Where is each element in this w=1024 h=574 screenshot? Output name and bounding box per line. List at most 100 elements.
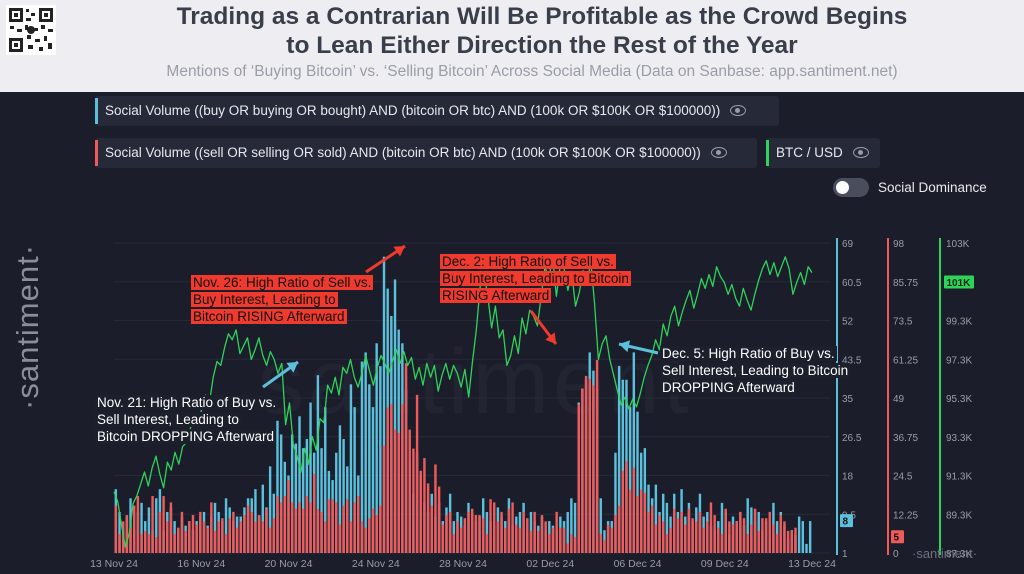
buy-volume-bar — [169, 507, 173, 553]
sell-volume-bar — [551, 527, 555, 553]
buy-volume-bar — [739, 511, 742, 553]
sell-volume-bar — [147, 534, 151, 553]
buy-volume-bar — [173, 521, 176, 553]
buy-volume-bar — [467, 502, 470, 553]
x-tick-label: 20 Nov 24 — [265, 558, 313, 570]
buy-volume-bar — [511, 525, 514, 553]
sell-volume-bar — [375, 515, 378, 553]
legend-sell-volume[interactable]: Social Volume ((sell OR selling OR sold)… — [95, 138, 757, 168]
sell-volume-bar — [504, 527, 507, 553]
eye-icon[interactable] — [852, 147, 869, 158]
buy-volume-bar — [305, 439, 309, 553]
buy_volume-current-value: 8 — [843, 517, 849, 528]
buy-volume-bar — [412, 493, 415, 553]
sell-volume-bar — [437, 486, 441, 553]
btc_usd-tick-label: 97.3K — [946, 355, 972, 366]
buy-volume-bar — [654, 484, 658, 553]
sell-volume-bar — [636, 496, 639, 553]
sell-volume-bar — [739, 511, 742, 553]
legend-btc-usd[interactable]: BTC / USD — [766, 138, 880, 168]
sell-volume-bar — [742, 518, 746, 553]
sell-volume-bar — [750, 524, 753, 553]
buy-volume-bar — [562, 521, 566, 553]
sell-volume-bar — [301, 508, 305, 553]
buy-volume-bar — [507, 498, 511, 553]
sell-volume-bar — [140, 534, 143, 553]
sell_volume-tick-label: 73.5 — [893, 317, 913, 328]
annotation-line: Buy Interest, Leading to — [191, 292, 338, 307]
btc_usd-current-value: 101K — [947, 278, 972, 289]
buy-volume-bar — [687, 502, 691, 553]
sell_volume-current-value: 5 — [894, 533, 900, 544]
sell-volume-bar — [155, 537, 158, 553]
buy-volume-bar — [261, 484, 264, 553]
sell-volume-bar — [423, 458, 426, 553]
buy-volume-bar — [470, 511, 474, 553]
buy-volume-bar — [239, 516, 242, 553]
buy-volume-bar — [474, 521, 478, 553]
sell-volume-bar — [379, 505, 382, 553]
sell-volume-bar — [643, 492, 647, 553]
buy-volume-bar — [713, 530, 716, 553]
sell-volume-bar — [537, 530, 540, 553]
buy-volume-bar — [658, 511, 661, 553]
sell-volume-bar — [687, 508, 691, 553]
buy-volume-bar — [408, 461, 411, 553]
sell-volume-bar — [728, 521, 731, 553]
buy-volume-bar — [555, 530, 558, 553]
buy-volume-bar — [794, 534, 797, 553]
sell-volume-bar — [191, 515, 195, 553]
sell-volume-bar — [735, 521, 738, 553]
buy-volume-bar — [342, 439, 345, 553]
buy-volume-bar — [357, 475, 360, 553]
buy-volume-bar — [717, 521, 720, 553]
eye-icon[interactable] — [730, 105, 747, 116]
sell-volume-bar — [695, 521, 698, 553]
buy-volume-bar — [125, 516, 129, 553]
buy-volume-bar — [706, 511, 709, 553]
sell-volume-bar — [470, 508, 474, 553]
social-dominance-toggle[interactable] — [833, 178, 869, 197]
buy-volume-bar — [551, 525, 555, 553]
eye-icon[interactable] — [710, 147, 727, 158]
sell-volume-bar — [272, 518, 276, 553]
sell-volume-bar — [393, 429, 397, 553]
brand-side: ·santiment· — [10, 244, 45, 410]
sell-volume-bar — [129, 527, 132, 553]
buy-volume-bar — [566, 511, 569, 553]
x-tick-label: 16 Nov 24 — [177, 558, 225, 570]
buy-volume-bar — [430, 493, 433, 553]
sell-volume-bar — [195, 524, 198, 553]
sell-volume-bar — [313, 473, 316, 553]
buy-volume-bar — [680, 489, 683, 553]
sell-volume-bar — [382, 445, 386, 553]
sell-volume-bar — [184, 530, 187, 553]
annotation-line: Bitcoin RISING Afterward — [191, 309, 347, 324]
annotation-line: Sell Interest, Leading to Bitcoin — [660, 363, 851, 378]
page-title: Trading as a Contrarian Will Be Profitab… — [90, 2, 994, 60]
legend-buy-volume[interactable]: Social Volume ((buy OR buying OR bought)… — [95, 96, 779, 126]
sell-volume-bar — [753, 508, 757, 553]
sell-volume-bar — [474, 515, 478, 553]
buy-volume-bar — [298, 416, 301, 553]
buy-volume-bar — [257, 516, 261, 553]
buy-volume-bar — [338, 425, 342, 553]
buy-volume-bar — [724, 511, 727, 553]
sell-volume-bar — [478, 515, 481, 553]
buy-volume-bar — [177, 530, 180, 553]
buy-volume-bar — [221, 521, 224, 553]
sell-volume-bar — [327, 499, 331, 553]
buy-volume-bar — [147, 507, 151, 553]
buy-volume-bar — [180, 516, 184, 553]
annotation-nov26: Nov. 26: High Ratio of Sell vs. Buy Inte… — [191, 274, 374, 325]
sell-volume-bar — [713, 515, 716, 553]
sell-volume-bar — [566, 543, 569, 553]
buy-volume-bar — [129, 498, 132, 553]
sell-volume-bar — [346, 499, 349, 553]
buy-volume-bar — [441, 521, 444, 553]
sell-volume-bar — [786, 530, 790, 553]
sell-volume-bar — [335, 502, 338, 553]
sell-volume-bar — [360, 521, 364, 553]
buy-volume-bar — [224, 498, 228, 553]
sell-volume-bar — [305, 496, 309, 553]
